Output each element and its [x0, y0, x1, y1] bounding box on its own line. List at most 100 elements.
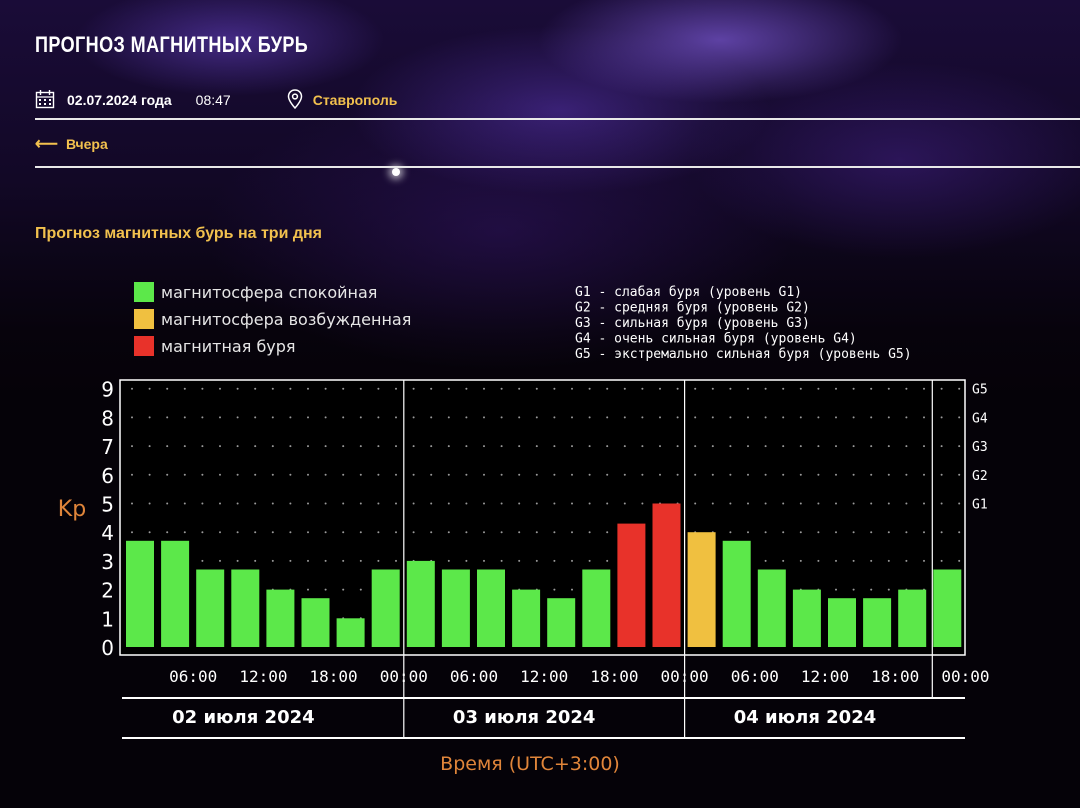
grid-dot	[465, 416, 468, 419]
grid-dot	[342, 502, 345, 505]
city-link[interactable]: Ставрополь	[312, 92, 398, 108]
grid-dot	[324, 473, 327, 476]
kp-bar	[477, 569, 505, 647]
grid-dot	[148, 445, 151, 448]
grid-dot	[852, 588, 855, 591]
grid-dot	[659, 416, 661, 419]
grid-dot	[923, 531, 925, 534]
grid-dot	[166, 387, 169, 390]
grid-dot	[447, 473, 450, 476]
grid-dot	[254, 445, 257, 448]
grid-dot	[623, 473, 626, 476]
g-level-tick-label: G2	[972, 469, 988, 484]
grid-dot	[817, 416, 820, 419]
grid-dot	[395, 559, 397, 562]
grid-dot	[923, 559, 925, 562]
grid-dot	[887, 387, 890, 390]
grid-dot	[905, 473, 908, 476]
grid-dot	[131, 445, 133, 448]
kp-bar	[196, 569, 225, 647]
grid-dot	[307, 588, 309, 591]
kp-bar	[828, 598, 856, 647]
grid-dot	[183, 387, 186, 390]
grid-dot	[747, 531, 749, 534]
grid-dot	[219, 502, 221, 505]
grid-dot	[641, 502, 644, 505]
grid-dot	[500, 473, 503, 476]
grid-dot	[887, 473, 890, 476]
grid-dot	[870, 531, 873, 534]
kp-bar	[617, 523, 646, 647]
grid-dot	[254, 387, 257, 390]
y-tick-label: 3	[101, 550, 114, 574]
grid-dot	[395, 531, 397, 534]
grid-dot	[236, 502, 239, 505]
grid-dot	[764, 387, 767, 390]
grid-dot	[131, 387, 133, 390]
grid-dot	[201, 387, 204, 390]
grid-dot	[518, 531, 521, 534]
x-axis-title: Время (UTC+3:00)	[440, 753, 620, 775]
yesterday-link[interactable]: ⟵ Вчера	[35, 134, 108, 154]
grid-dot	[359, 502, 362, 505]
grid-dot	[324, 531, 327, 534]
grid-dot	[183, 502, 186, 505]
grid-dot	[307, 559, 309, 562]
grid-dot	[588, 387, 591, 390]
grid-dot	[553, 473, 556, 476]
x-tick-label: 00:00	[941, 667, 989, 686]
grid-dot	[483, 445, 485, 448]
grid-dot	[835, 473, 837, 476]
grid-dot	[465, 531, 468, 534]
grid-dot	[887, 502, 890, 505]
kp-bar	[582, 569, 611, 647]
grid-dot	[571, 387, 573, 390]
grid-dot	[447, 502, 450, 505]
grid-dot	[659, 445, 661, 448]
grid-dot	[535, 559, 538, 562]
y-tick-label: 9	[101, 378, 114, 402]
grid-dot	[729, 502, 732, 505]
grid-dot	[606, 559, 609, 562]
grid-dot	[817, 445, 820, 448]
grid-dot	[923, 445, 925, 448]
grid-dot	[412, 416, 415, 419]
grid-dot	[236, 559, 239, 562]
grid-dot	[166, 416, 169, 419]
grid-dot	[711, 387, 714, 390]
grid-dot	[324, 559, 327, 562]
grid-dot	[747, 416, 749, 419]
grid-dot	[131, 502, 133, 505]
grid-dot	[219, 473, 221, 476]
grid-dot	[588, 531, 591, 534]
y-tick-label: 4	[101, 521, 114, 545]
grid-dot	[958, 473, 961, 476]
grid-dot	[395, 416, 397, 419]
grid-dot	[799, 502, 802, 505]
y-tick-label: 8	[101, 406, 114, 430]
g-level-tick-label: G5	[972, 383, 988, 398]
grid-dot	[870, 473, 873, 476]
grid-dot	[518, 473, 521, 476]
grid-dot	[307, 445, 309, 448]
grid-dot	[553, 502, 556, 505]
grid-dot	[430, 531, 433, 534]
grid-dot	[905, 445, 908, 448]
x-tick-label: 06:00	[169, 667, 217, 686]
x-tick-label: 18:00	[310, 667, 358, 686]
grid-dot	[553, 588, 556, 591]
grid-dot	[535, 387, 538, 390]
grid-dot	[676, 445, 679, 448]
grid-dot	[606, 502, 609, 505]
kp-bar	[722, 540, 751, 647]
grid-dot	[923, 502, 925, 505]
grid-dot	[940, 416, 943, 419]
grid-dot	[606, 416, 609, 419]
grid-dot	[342, 445, 345, 448]
legend-swatch	[134, 282, 154, 302]
grid-dot	[377, 559, 380, 562]
grid-dot	[553, 416, 556, 419]
grid-dot	[430, 502, 433, 505]
grid-dot	[271, 387, 274, 390]
grid-dot	[324, 416, 327, 419]
